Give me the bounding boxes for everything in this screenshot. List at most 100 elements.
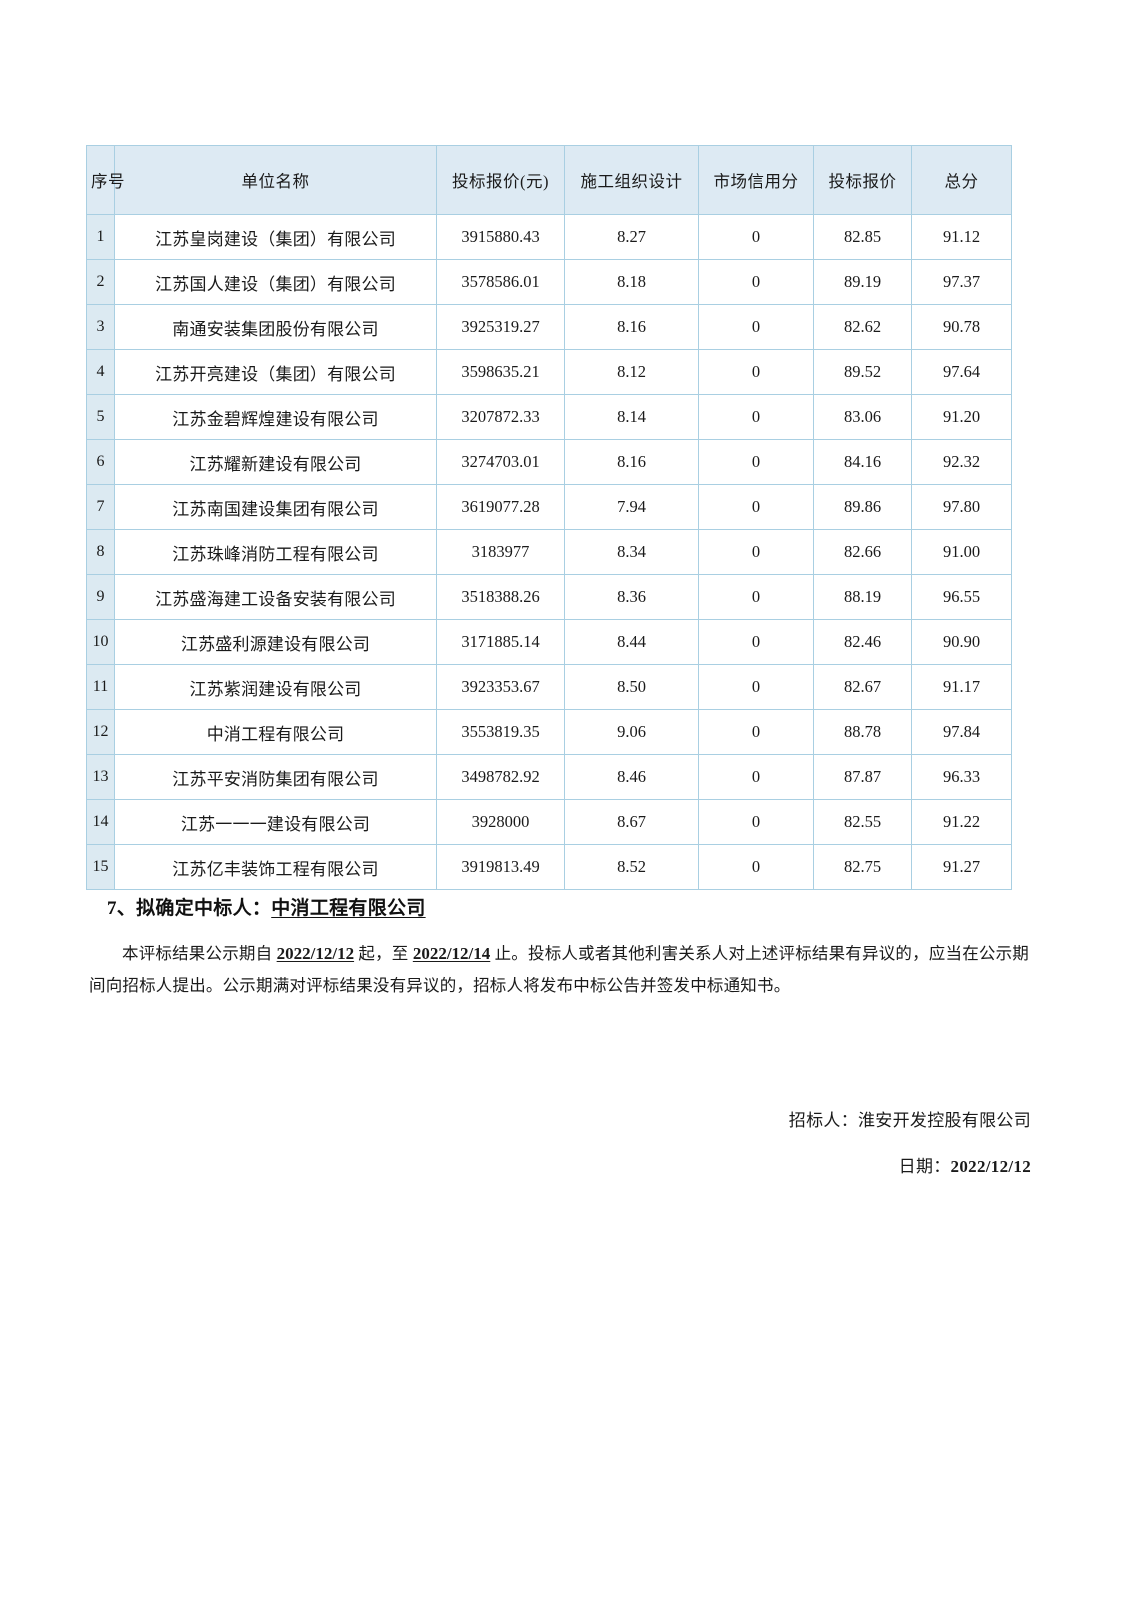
cell-design-score: 8.18 [564,259,699,305]
cell-total-score: 97.80 [911,484,1012,530]
tenderer-label: 招标人： [788,1111,858,1130]
bid-results-table: 序号 单位名称 投标报价(元) 施工组织设计 市场信用分 投标报价 总分 1 江苏… [86,145,1012,890]
cell-credit-score: 0 [698,349,814,395]
cell-total-score: 91.17 [911,664,1012,710]
cell-quote-score: 83.06 [813,394,912,440]
table-header: 序号 单位名称 投标报价(元) 施工组织设计 市场信用分 投标报价 总分 [86,145,1012,215]
table-row: 12 中消工程有限公司 3553819.35 9.06 0 88.78 97.84 [86,709,1012,755]
cell-quote-score: 89.52 [813,349,912,395]
cell-credit-score: 0 [698,529,814,575]
cell-credit-score: 0 [698,214,814,260]
table-row: 13 江苏平安消防集团有限公司 3498782.92 8.46 0 87.87 96.33 [86,754,1012,800]
col-header-bid-price: 投标报价(元) [436,145,565,215]
cell-total-score: 97.37 [911,259,1012,305]
table-row: 5 江苏金碧辉煌建设有限公司 3207872.33 8.14 0 83.06 91.20 [86,394,1012,440]
notice-start-date: 2022/12/12 [276,944,355,963]
cell-index: 10 [86,619,115,665]
cell-total-score: 91.12 [911,214,1012,260]
cell-bid-price: 3925319.27 [436,304,565,350]
cell-design-score: 8.36 [564,574,699,620]
cell-bid-price: 3923353.67 [436,664,565,710]
cell-company-name: 江苏亿丰装饰工程有限公司 [114,844,437,890]
cell-total-score: 91.27 [911,844,1012,890]
tenderer-name: 淮安开发控股有限公司 [858,1111,1031,1130]
cell-quote-score: 82.85 [813,214,912,260]
cell-company-name: 南通安装集团股份有限公司 [114,304,437,350]
cell-company-name: 江苏皇岗建设（集团）有限公司 [114,214,437,260]
cell-company-name: 江苏盛海建工设备安装有限公司 [114,574,437,620]
col-header-design: 施工组织设计 [564,145,699,215]
cell-bid-price: 3498782.92 [436,754,565,800]
winner-section-number: 7、 [107,898,137,919]
tenderer-row: 招标人：淮安开发控股有限公司 [789,1098,1031,1144]
cell-company-name: 江苏一一一建设有限公司 [114,799,437,845]
cell-index: 9 [86,574,115,620]
cell-quote-score: 89.86 [813,484,912,530]
cell-quote-score: 82.62 [813,304,912,350]
cell-index: 13 [86,754,115,800]
cell-quote-score: 84.16 [813,439,912,485]
cell-total-score: 91.20 [911,394,1012,440]
cell-design-score: 8.34 [564,529,699,575]
cell-quote-score: 82.66 [813,529,912,575]
cell-bid-price: 3619077.28 [436,484,565,530]
footer-signature-block: 招标人：淮安开发控股有限公司 日期：2022/12/12 [789,1098,1031,1190]
cell-total-score: 96.33 [911,754,1012,800]
cell-design-score: 8.46 [564,754,699,800]
table-row: 7 江苏南国建设集团有限公司 3619077.28 7.94 0 89.86 97.80 [86,484,1012,530]
cell-design-score: 7.94 [564,484,699,530]
cell-total-score: 90.78 [911,304,1012,350]
cell-quote-score: 89.19 [813,259,912,305]
cell-quote-score: 82.75 [813,844,912,890]
cell-quote-score: 82.55 [813,799,912,845]
cell-credit-score: 0 [698,754,814,800]
cell-design-score: 8.12 [564,349,699,395]
cell-total-score: 91.00 [911,529,1012,575]
cell-bid-price: 3928000 [436,799,565,845]
col-header-index: 序号 [86,145,125,215]
table-row: 11 江苏紫润建设有限公司 3923353.67 8.50 0 82.67 91.17 [86,664,1012,710]
cell-design-score: 8.27 [564,214,699,260]
cell-total-score: 92.32 [911,439,1012,485]
cell-quote-score: 82.46 [813,619,912,665]
table-row: 8 江苏珠峰消防工程有限公司 3183977 8.34 0 82.66 91.00 [86,529,1012,575]
cell-index: 8 [86,529,115,575]
table-body: 1 江苏皇岗建设（集团）有限公司 3915880.43 8.27 0 82.85 91.12… [86,214,1012,890]
cell-total-score: 96.55 [911,574,1012,620]
cell-credit-score: 0 [698,394,814,440]
cell-quote-score: 87.87 [813,754,912,800]
cell-bid-price: 3915880.43 [436,214,565,260]
cell-design-score: 8.67 [564,799,699,845]
col-header-quote: 投标报价 [813,145,912,215]
cell-bid-price: 3598635.21 [436,349,565,395]
cell-quote-score: 88.19 [813,574,912,620]
cell-company-name: 江苏国人建设（集团）有限公司 [114,259,437,305]
table-row: 9 江苏盛海建工设备安装有限公司 3518388.26 8.36 0 88.19 96.55 [86,574,1012,620]
cell-index: 3 [86,304,115,350]
cell-credit-score: 0 [698,574,814,620]
cell-total-score: 97.84 [911,709,1012,755]
table-row: 2 江苏国人建设（集团）有限公司 3578586.01 8.18 0 89.19 97.37 [86,259,1012,305]
table-row: 14 江苏一一一建设有限公司 3928000 8.67 0 82.55 91.22 [86,799,1012,845]
cell-index: 14 [86,799,115,845]
winner-heading: 7、拟确定中标人：中消工程有限公司 [107,893,426,920]
cell-design-score: 8.52 [564,844,699,890]
cell-index: 6 [86,439,115,485]
cell-bid-price: 3171885.14 [436,619,565,665]
cell-company-name: 江苏耀新建设有限公司 [114,439,437,485]
cell-company-name: 江苏平安消防集团有限公司 [114,754,437,800]
cell-total-score: 90.90 [911,619,1012,665]
cell-design-score: 8.50 [564,664,699,710]
cell-bid-price: 3183977 [436,529,565,575]
cell-credit-score: 0 [698,484,814,530]
cell-total-score: 91.22 [911,799,1012,845]
cell-credit-score: 0 [698,439,814,485]
cell-index: 7 [86,484,115,530]
bid-results-table-container: 序号 单位名称 投标报价(元) 施工组织设计 市场信用分 投标报价 总分 1 江苏… [86,145,1012,890]
cell-design-score: 8.14 [564,394,699,440]
cell-company-name: 江苏盛利源建设有限公司 [114,619,437,665]
cell-index: 12 [86,709,115,755]
table-row: 6 江苏耀新建设有限公司 3274703.01 8.16 0 84.16 92.32 [86,439,1012,485]
cell-design-score: 8.16 [564,439,699,485]
